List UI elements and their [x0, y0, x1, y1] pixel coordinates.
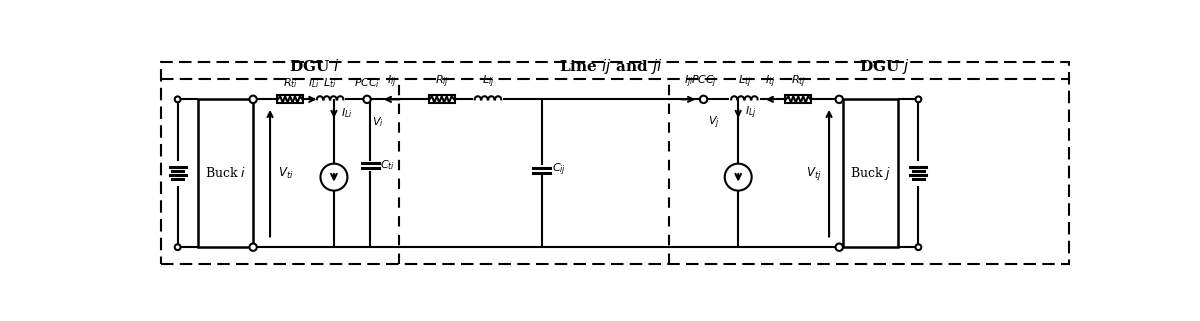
Bar — [198, 100, 253, 247]
Circle shape — [916, 244, 922, 250]
Circle shape — [916, 96, 922, 102]
Text: $PCC_j$: $PCC_j$ — [691, 74, 716, 90]
Text: $PCC_i$: $PCC_i$ — [354, 76, 380, 90]
Text: Buck $i$: Buck $i$ — [205, 166, 246, 180]
Bar — [842, 100, 899, 247]
Text: DGU $i$: DGU $i$ — [289, 58, 341, 74]
Text: Line $ij$ and $ji$: Line $ij$ and $ji$ — [559, 57, 664, 76]
Text: $I_{ij}$: $I_{ij}$ — [386, 74, 396, 90]
Bar — [428, 95, 455, 103]
Text: $V_{tj}$: $V_{tj}$ — [806, 165, 821, 182]
Text: $C_{ti}$: $C_{ti}$ — [380, 159, 395, 172]
Bar — [785, 95, 811, 103]
Text: $L_{\mathit{ti}}$: $L_{\mathit{ti}}$ — [324, 76, 337, 90]
Text: $C_{ij}$: $C_{ij}$ — [552, 162, 566, 178]
Text: DGU $j$: DGU $j$ — [859, 57, 910, 76]
Circle shape — [835, 244, 842, 251]
Circle shape — [700, 96, 707, 103]
Circle shape — [725, 164, 751, 191]
Text: Buck $j$: Buck $j$ — [850, 165, 892, 182]
Text: $R_{tj}$: $R_{tj}$ — [791, 74, 805, 90]
Text: $L_{ij}$: $L_{ij}$ — [481, 74, 494, 90]
Circle shape — [250, 244, 257, 251]
Text: $L_{\mathit{tj}}$: $L_{\mathit{tj}}$ — [738, 74, 751, 90]
Circle shape — [364, 96, 371, 103]
Text: $V_{ti}$: $V_{ti}$ — [277, 166, 293, 181]
Bar — [161, 62, 1069, 264]
Circle shape — [320, 164, 348, 191]
Text: $I_{Lj}$: $I_{Lj}$ — [745, 105, 757, 121]
Text: $I_{\mathit{Li}}$: $I_{\mathit{Li}}$ — [308, 76, 319, 90]
Text: $I_{Li}$: $I_{Li}$ — [341, 106, 353, 120]
Circle shape — [835, 96, 842, 103]
Circle shape — [250, 96, 257, 103]
Circle shape — [175, 96, 180, 102]
Text: $I_{tj}$: $I_{tj}$ — [764, 74, 775, 90]
Circle shape — [175, 244, 180, 250]
Text: $V_j$: $V_j$ — [708, 115, 720, 131]
Text: $R_{ti}$: $R_{ti}$ — [283, 76, 298, 90]
Bar — [277, 95, 304, 103]
Text: $R_{ij}$: $R_{ij}$ — [434, 74, 449, 90]
Text: $V_i$: $V_i$ — [372, 115, 383, 128]
Text: $I_{ji}$: $I_{ji}$ — [684, 74, 694, 90]
